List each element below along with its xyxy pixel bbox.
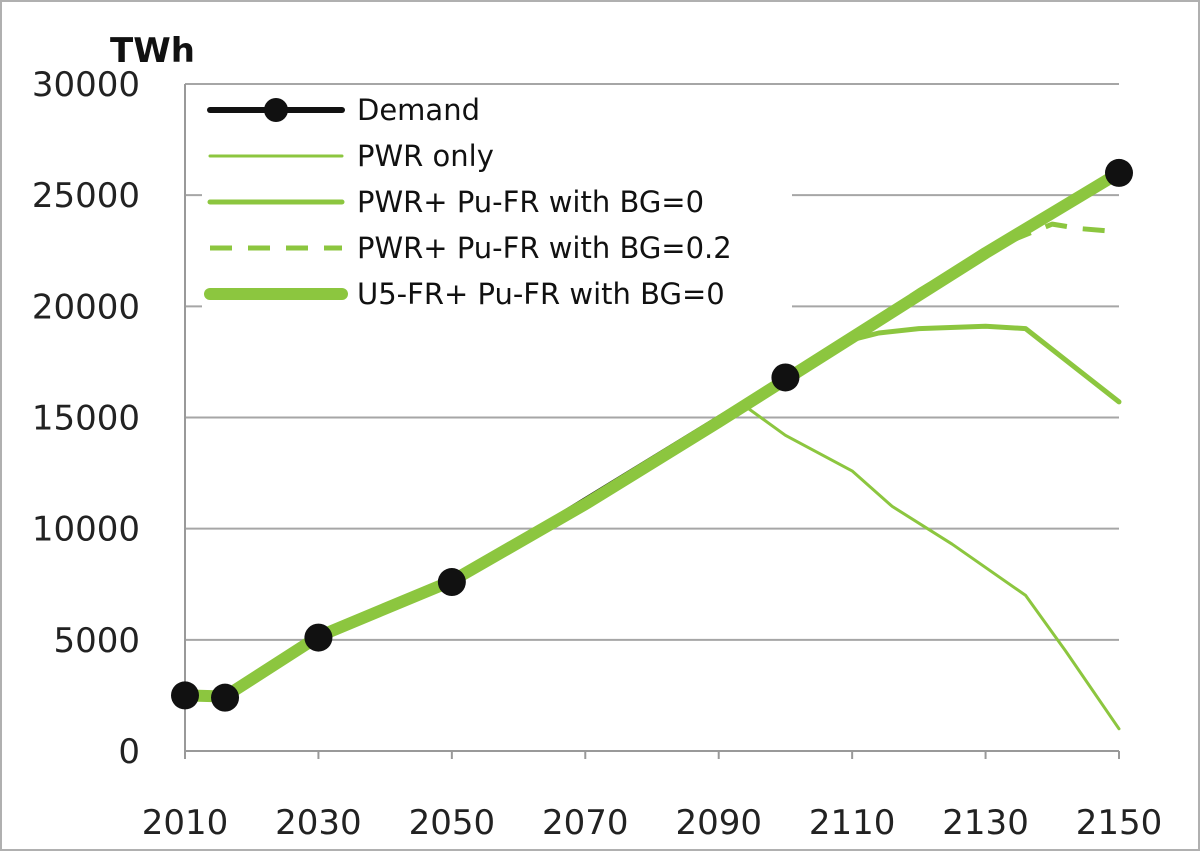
x-tick-label: 2030 bbox=[275, 803, 362, 843]
y-tick-label: 0 bbox=[118, 732, 140, 772]
x-tick-label: 2070 bbox=[542, 803, 629, 843]
demand-point-marker bbox=[437, 568, 466, 597]
y-axis-unit-label: TWh bbox=[110, 31, 195, 71]
legend-label-pwr-only: PWR only bbox=[357, 139, 494, 173]
legend-label-pwr-pu-fr-with-bg-0-2: PWR+ Pu-FR with BG=0.2 bbox=[357, 231, 732, 265]
demand-point-marker bbox=[771, 363, 800, 392]
x-tick-label: 2150 bbox=[1076, 803, 1163, 843]
legend-label-demand: Demand bbox=[357, 93, 480, 127]
x-tick-label: 2130 bbox=[942, 803, 1029, 843]
y-tick-label: 25000 bbox=[32, 176, 140, 216]
demand-markers bbox=[171, 158, 1133, 712]
demand-point-marker bbox=[1105, 158, 1133, 187]
demand-point-marker bbox=[171, 681, 199, 710]
x-tick-label: 2110 bbox=[809, 803, 896, 843]
x-tick-label: 2090 bbox=[675, 803, 762, 843]
y-tick-label: 15000 bbox=[32, 399, 140, 439]
y-tick-label: 30000 bbox=[32, 65, 140, 105]
tick-labels: 0 5000 10000 15000 20000 25000 30000 2010 2030 20… bbox=[32, 65, 1162, 843]
series-line-u5-fr-pu-fr-with-bg-0 bbox=[179, 166, 1125, 703]
x-tick-label: 2050 bbox=[409, 803, 496, 843]
axes bbox=[184, 84, 1120, 759]
legend: Demand PWR only PWR+ Pu-FR with BG=0 PWR+ P… bbox=[202, 88, 792, 316]
y-tick-label: 5000 bbox=[53, 621, 140, 661]
y-tick-label: 20000 bbox=[32, 287, 140, 327]
legend-label-u5-fr-pu-fr-with-bg-0: U5-FR+ Pu-FR with BG=0 bbox=[357, 277, 725, 311]
x-tick-label: 2010 bbox=[142, 803, 229, 843]
y-tick-label: 10000 bbox=[32, 510, 140, 550]
series-line-pwr-only bbox=[183, 404, 1121, 731]
legend-label-pwr-pu-fr-with-bg-0: PWR+ Pu-FR with BG=0 bbox=[357, 185, 704, 219]
legend-marker-demand bbox=[264, 98, 288, 122]
demand-point-marker bbox=[304, 623, 333, 652]
demand-point-marker bbox=[211, 683, 240, 712]
